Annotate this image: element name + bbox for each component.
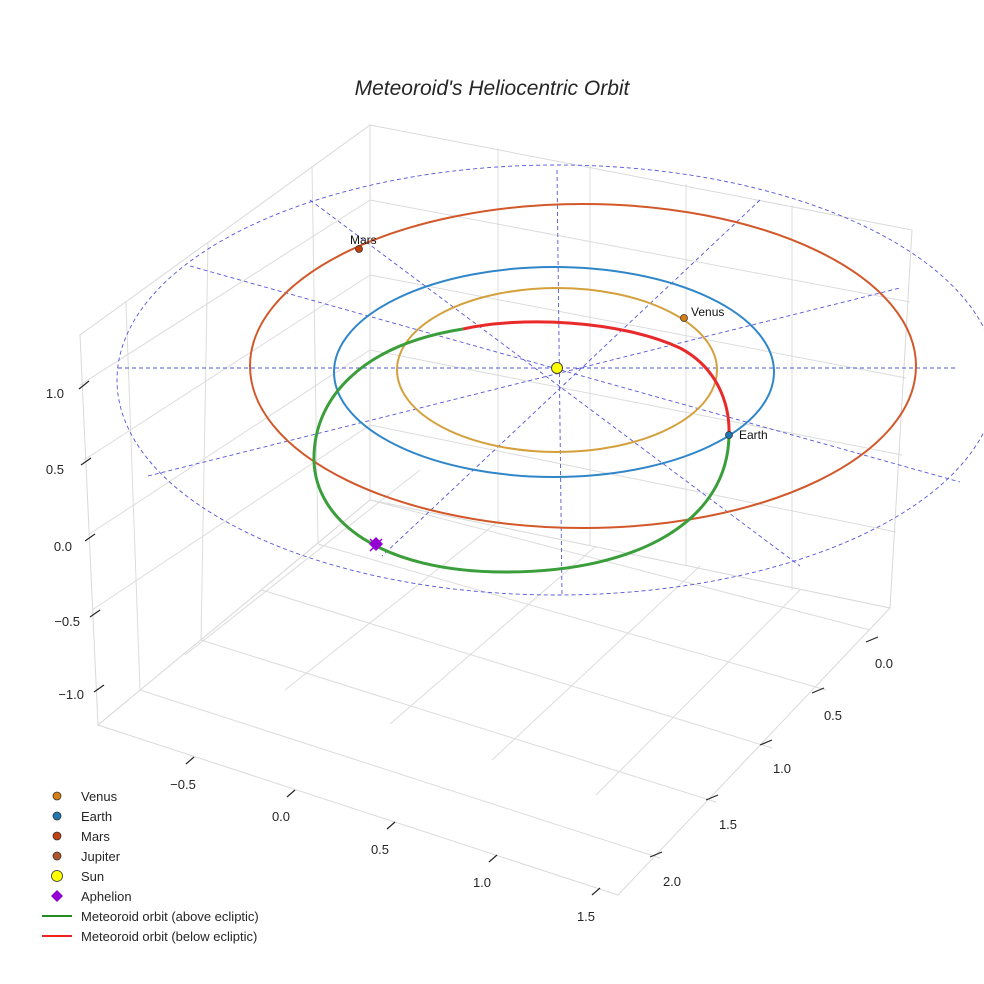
venus-label: Venus [691,305,724,319]
legend-item: Earth [40,806,259,826]
legend-item: Sun [40,866,259,886]
y-axis [649,636,879,858]
y-tick: 1.0 [773,761,791,776]
grid-lines [79,148,911,859]
y-tick: 0.5 [824,708,842,723]
ecliptic-outer-ring [116,164,984,596]
legend-marker-sun [51,870,63,882]
earth-label: Earth [739,428,768,442]
legend-item: Jupiter [40,846,259,866]
x-tick: 1.0 [473,875,491,890]
venus-marker [680,314,688,322]
legend-label: Venus [81,788,118,804]
z-axis [78,380,105,693]
venus-orbit [396,287,718,453]
z-tick: −0.5 [54,614,80,629]
legend-item: Aphelion [40,886,259,906]
chart-title: Meteoroid's Heliocentric Orbit [355,77,631,100]
axis-panes [79,124,913,896]
planet-orbits [249,203,917,529]
legend-item: Mars [40,826,259,846]
legend-label: Earth [81,808,113,824]
sun-marker [551,362,563,374]
earth-marker [725,431,733,439]
legend-marker-mars [52,831,62,841]
meteoroid-orbit-below [462,320,731,436]
mars-marker [355,245,363,253]
legend-item: Meteoroid orbit (above ecliptic) [40,906,259,926]
z-tick: 0.5 [46,462,64,477]
x-tick: 0.0 [272,809,290,824]
z-tick: −1.0 [58,687,84,702]
ecliptic-grid [116,164,984,597]
legend-label: Mars [81,828,110,844]
legend-marker-venus [52,791,62,801]
x-tick: 0.5 [371,842,389,857]
legend: Venus Earth Mars Jupiter Sun Aphelion Me… [40,786,259,946]
y-tick: 2.0 [663,874,681,889]
z-tick: 0.0 [54,539,72,554]
legend-label: Aphelion [81,888,132,904]
y-tick: 0.0 [875,656,893,671]
legend-marker-above [42,915,72,917]
legend-label: Sun [81,868,105,884]
x-tick: −0.5 [170,777,196,792]
legend-label: Jupiter [81,848,121,864]
earth-orbit [333,266,775,478]
mars-orbit [249,203,917,529]
z-tick: 1.0 [46,386,64,401]
floor-pane [96,499,891,896]
legend-marker-below [42,935,72,937]
aphelion-marker [369,537,383,552]
mars-label: Mars [350,233,377,247]
legend-item: Venus [40,786,259,806]
y-tick: 1.5 [719,817,737,832]
legend-label: Meteoroid orbit (below ecliptic) [81,928,258,944]
legend-marker-aphelion [51,890,63,902]
legend-item: Meteoroid orbit (below ecliptic) [40,926,259,946]
legend-marker-jupiter [52,851,62,861]
legend-marker-earth [52,811,62,821]
x-axis [185,756,601,896]
legend-label: Meteoroid orbit (above ecliptic) [81,908,259,924]
x-tick: 1.5 [577,909,595,924]
